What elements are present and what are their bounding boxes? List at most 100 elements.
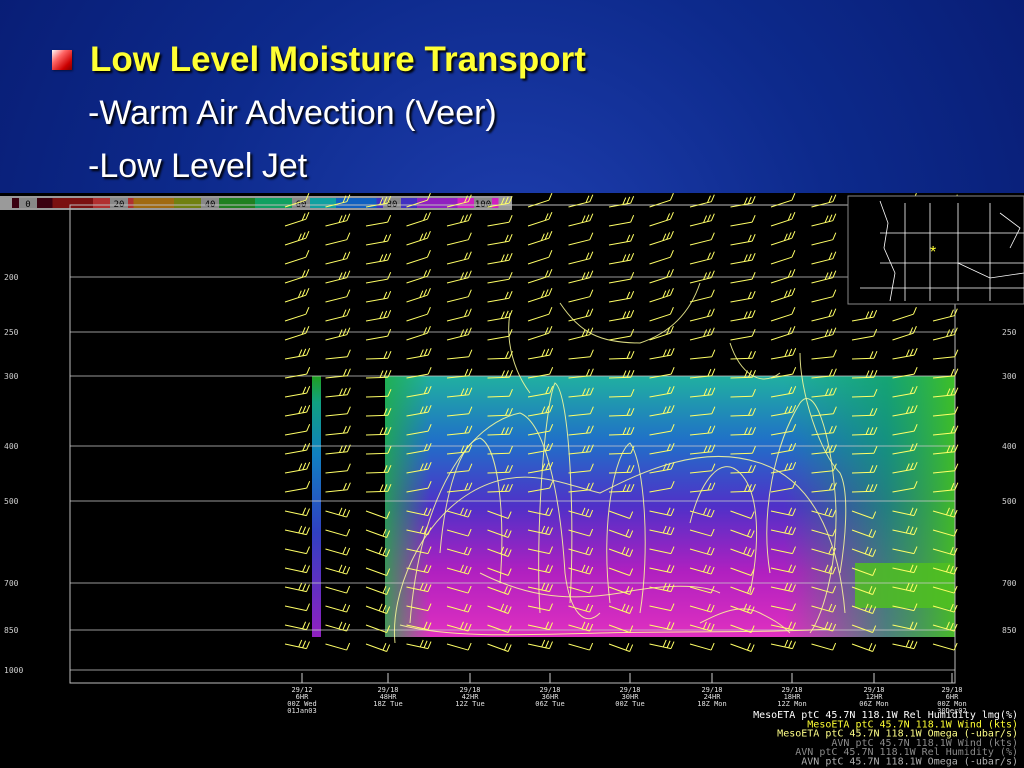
wind-barb-flag: [710, 308, 715, 316]
wind-barb: [568, 251, 594, 265]
wind-barb-flag: [666, 348, 671, 357]
wind-barb-flag: [503, 528, 508, 537]
wind-barb-flag: [508, 252, 513, 261]
wind-barb-flag: [423, 507, 428, 515]
wind-barb: [487, 370, 513, 379]
omega-contour: [606, 442, 646, 614]
wind-barb-flag: [460, 445, 465, 453]
wind-barb-flag: [669, 307, 674, 315]
wind-barb-flag: [752, 465, 756, 473]
wind-barb-flag: [828, 444, 833, 453]
wind-barb: [527, 250, 553, 265]
wind-barb-flag: [873, 389, 878, 397]
wind-barb-flag: [953, 604, 958, 613]
wind-barb: [851, 309, 878, 322]
wind-barb-flag: [710, 194, 715, 202]
wind-barb-flag: [387, 370, 392, 378]
wind-barb-shaft: [406, 199, 428, 208]
wind-barb-flag: [306, 546, 310, 554]
wind-barb: [568, 482, 594, 493]
wind-barb-flag: [346, 482, 351, 490]
omega-contour: [479, 572, 721, 598]
wind-barb-flag: [306, 584, 310, 592]
wind-barb: [608, 351, 635, 360]
wind-barb-flag: [346, 232, 351, 240]
wind-barb-flag: [585, 387, 590, 396]
wind-barb-flag: [509, 351, 513, 359]
wind-barb-flag: [954, 368, 959, 376]
wind-barb-shaft: [284, 411, 307, 417]
wind-barb-flag: [865, 484, 870, 492]
wind-barb-shaft: [608, 335, 631, 341]
pressure-label-left: 300: [4, 372, 19, 381]
wind-barb-flag: [752, 446, 756, 454]
wind-barb-flag: [544, 327, 549, 335]
wind-barb-flag: [743, 311, 748, 319]
wind-barb-flag: [467, 270, 472, 278]
wind-barb-shaft: [689, 586, 712, 594]
wind-barb-shaft: [284, 605, 307, 612]
wind-barb: [487, 214, 513, 227]
wind-barb-shaft: [770, 354, 793, 360]
location-star-icon: *: [930, 244, 936, 261]
wind-barb-shaft: [446, 315, 469, 322]
pressure-label-left: 850: [4, 626, 19, 635]
wind-barb: [932, 585, 958, 594]
legend-entry: MesoETA ptC 45.7N 118.1W Rel Humidity lm…: [753, 710, 1018, 721]
wind-barb-flag: [379, 197, 384, 205]
wind-barb-shaft: [365, 433, 389, 436]
wind-barb-flag: [306, 641, 310, 649]
wind-barb-flag: [788, 564, 793, 572]
wind-barb-flag: [342, 603, 347, 612]
wind-barb-flag: [505, 408, 509, 416]
wind-barb: [730, 465, 756, 474]
wind-barb-flag: [386, 644, 391, 652]
wind-barb: [608, 567, 634, 576]
wind-barb-shaft: [487, 357, 510, 360]
wind-barb-flag: [670, 480, 675, 489]
wind-barb: [365, 624, 391, 633]
wind-barb-flag: [419, 639, 424, 648]
wind-barb-flag: [386, 587, 391, 595]
wind-barb-shaft: [649, 373, 672, 379]
wind-barb-flag: [548, 212, 553, 220]
wind-barb: [649, 507, 675, 517]
wind-barb-flag: [500, 197, 505, 205]
wind-barb-flag: [670, 461, 675, 470]
wind-barb-flag: [945, 507, 950, 516]
wind-barb-flag: [666, 583, 671, 591]
wind-barb: [932, 507, 958, 518]
time-label: 12Z Mon: [777, 700, 807, 708]
wind-barb: [811, 406, 837, 417]
wind-barb-flag: [467, 547, 472, 556]
wind-barb: [446, 368, 473, 379]
wind-barb-flag: [338, 388, 343, 396]
wind-barb-flag: [505, 370, 509, 378]
wind-barb-flag: [507, 511, 512, 519]
wind-barb-shaft: [406, 256, 428, 265]
wind-barb-flag: [832, 566, 837, 575]
wind-barb: [649, 423, 675, 436]
wind-barb: [446, 482, 473, 493]
wind-barb: [446, 642, 472, 651]
wind-barb-flag: [386, 530, 391, 538]
wind-barb-flag: [503, 642, 508, 651]
plot-frame: [69, 204, 956, 684]
wind-barb: [608, 546, 634, 557]
wind-barb-shaft: [608, 259, 631, 265]
wind-barb-flag: [707, 387, 712, 396]
wind-barb-flag: [792, 603, 796, 611]
wind-barb: [689, 425, 716, 436]
wind-barb-flag: [666, 443, 671, 452]
wind-barb-shaft: [649, 605, 672, 612]
wind-barb-shaft: [649, 487, 672, 493]
wind-barb-flag: [505, 484, 509, 492]
wind-barb-flag: [464, 425, 469, 434]
wind-barb-flag: [298, 639, 303, 648]
wind-barb: [730, 546, 755, 557]
wind-barb-flag: [585, 309, 590, 317]
wind-barb: [770, 546, 796, 555]
wind-barb: [284, 525, 310, 536]
wind-barb: [446, 349, 473, 360]
wind-barb-flag: [626, 351, 631, 359]
